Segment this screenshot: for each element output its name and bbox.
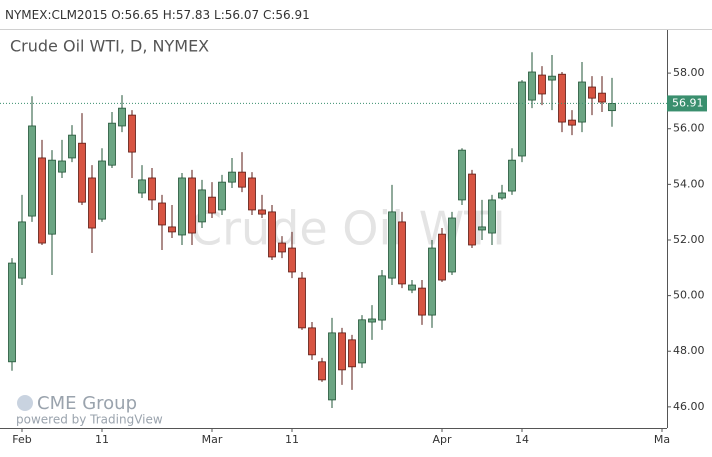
candle-body [478, 226, 486, 231]
candle-body [148, 177, 156, 201]
candle-body [588, 86, 596, 99]
candle-body [338, 332, 346, 371]
candle-body [398, 221, 406, 285]
candle-body [608, 103, 616, 112]
y-tick-label: 46.00 [673, 400, 705, 413]
candle-body [68, 134, 76, 159]
ohlc-field: O:56.65 [111, 8, 159, 22]
y-tick-label: 48.00 [673, 344, 705, 357]
ohlc-field: H:57.83 [163, 8, 210, 22]
y-tick-label: 50.00 [673, 289, 705, 302]
x-tick-label: Ma [654, 433, 670, 446]
x-tick-label: Feb [12, 433, 31, 446]
x-tick-label: 11 [95, 433, 109, 446]
candle-body [598, 92, 606, 103]
y-tick-label: 54.00 [673, 177, 705, 190]
candle-body [18, 221, 26, 279]
candle-body [368, 318, 376, 323]
x-tick-label: Mar [202, 433, 223, 446]
logo-text: CME Group [37, 393, 137, 414]
candle-body [278, 242, 286, 253]
candle-body [388, 211, 396, 279]
candle-body [298, 277, 306, 329]
candle-body [538, 74, 546, 95]
candle-body [528, 71, 536, 101]
candle-body [258, 209, 266, 215]
candle-body [38, 157, 46, 244]
candle-body [58, 160, 66, 173]
candle-body [288, 247, 296, 273]
candle-body [568, 119, 576, 126]
candle-body [138, 179, 146, 194]
candle-body [378, 275, 386, 321]
candle-body [98, 160, 106, 220]
watermark: Crude Oil WTI [190, 202, 506, 256]
candle-body [428, 247, 436, 316]
candle-body [518, 81, 526, 157]
candle-body [468, 173, 476, 246]
candle-body [358, 319, 366, 364]
last-price-box [667, 95, 707, 112]
x-tick-label: 14 [515, 433, 529, 446]
candle-body [458, 149, 466, 201]
candle-body [118, 107, 126, 127]
candle-body [158, 202, 166, 226]
candle-body [178, 177, 186, 236]
candle-body [108, 122, 116, 166]
candle-body [128, 114, 136, 153]
candle-body [228, 171, 236, 183]
candle-body [88, 177, 96, 229]
candle-body [558, 73, 566, 123]
header: NYMEX:CLM2015 O:56.65 H:57.83 L:56.07 C:… [5, 8, 310, 22]
candle-body [488, 199, 496, 234]
ohlc-field: C:56.91 [263, 8, 310, 22]
candle-body [208, 196, 216, 214]
candle-body [238, 171, 246, 188]
candle-body [48, 159, 56, 235]
candle-body [188, 177, 196, 234]
candle-body [578, 81, 586, 123]
candle-body [308, 327, 316, 356]
candle-body [328, 332, 336, 401]
powered-by: powered by TradingView [16, 413, 163, 427]
candle-body [268, 211, 276, 258]
candle-body [438, 233, 446, 281]
symbol: NYMEX:CLM2015 [5, 8, 107, 22]
ohlc-field: L:56.07 [214, 8, 259, 22]
plot [8, 52, 616, 408]
candle-body [168, 226, 176, 233]
candle-body [508, 159, 516, 192]
last-price-label: 56.91 [672, 96, 704, 109]
logo: CME Group powered by TradingView [16, 393, 163, 427]
candle-body [78, 142, 86, 203]
candle-body [348, 339, 356, 368]
candle-body [8, 262, 16, 363]
candle-body [318, 361, 326, 381]
candle-body [408, 284, 416, 291]
candle-body [28, 125, 36, 217]
chart-title: Crude Oil WTI, D, NYMEX [10, 37, 209, 56]
candle-body [548, 75, 556, 81]
y-tick-label: 58.00 [673, 66, 705, 79]
candle-body [448, 217, 456, 273]
y-tick-label: 52.00 [673, 233, 705, 246]
candle-body [248, 177, 256, 211]
candle-body [218, 181, 226, 211]
logo-icon [17, 395, 33, 411]
y-tick-label: 56.00 [673, 122, 705, 135]
candle-body [198, 189, 206, 223]
candle-body [498, 192, 506, 199]
x-tick-label: 11 [285, 433, 299, 446]
candle-body [418, 287, 426, 316]
x-tick-label: Apr [432, 433, 452, 446]
